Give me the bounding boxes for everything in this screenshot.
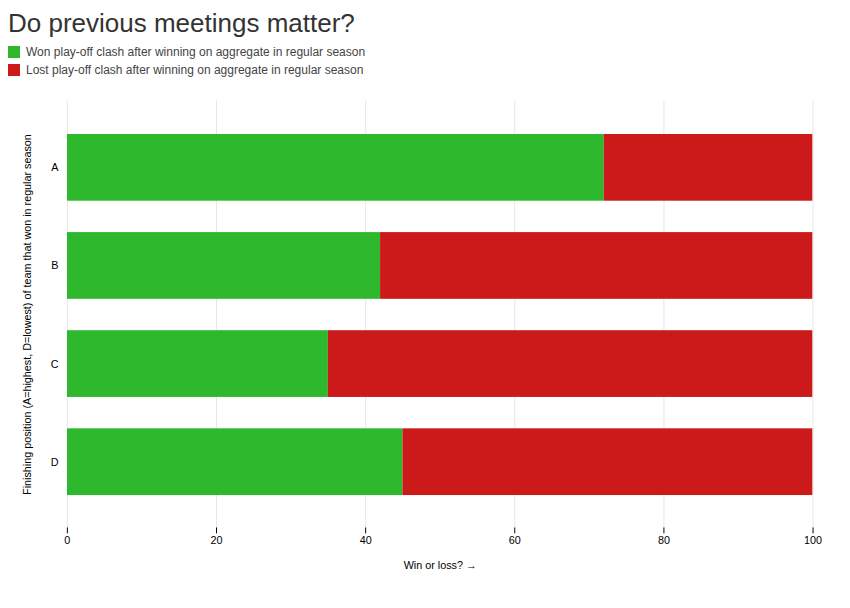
- html-text:Lost play-off clash after winn: Lost play-off clash after winning on agg…: [26, 63, 364, 77]
- svg-text:100: 100: [804, 534, 822, 546]
- html-text:Do previous meetings matter?: Do previous meetings matter?: [8, 8, 355, 38]
- svg-text:Finishing position (A=highest,: Finishing position (A=highest, D=lowest)…: [21, 134, 33, 495]
- svg-text:80: 80: [658, 534, 670, 546]
- svg-text:A: A: [51, 161, 59, 173]
- svg-text:60: 60: [509, 534, 521, 546]
- html-text:Won play-off clash after winni: Won play-off clash after winning on aggr…: [26, 45, 366, 59]
- svg-text:0: 0: [64, 534, 70, 546]
- svg-text:C: C: [51, 358, 59, 370]
- svg-text:20: 20: [211, 534, 223, 546]
- svg-text:B: B: [51, 259, 58, 271]
- svg-text:40: 40: [360, 534, 372, 546]
- svg-text:Win or loss? →: Win or loss? →: [404, 559, 477, 571]
- svg-text:D: D: [51, 456, 59, 468]
